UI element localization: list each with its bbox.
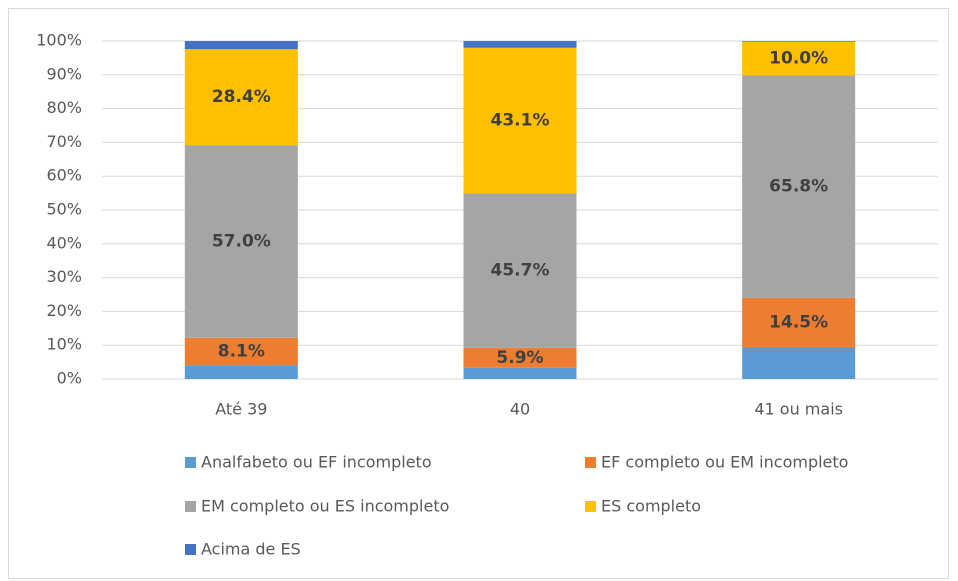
bar-segment [463, 367, 577, 379]
data-label: 8.1% [218, 341, 265, 361]
y-tick-label: 50% [46, 200, 82, 219]
x-tick-label: Até 39 [215, 400, 267, 419]
bar-segment [184, 49, 298, 146]
data-label: 5.9% [496, 348, 543, 368]
bar-segment [742, 41, 856, 42]
legend-label: EF completo ou EM incompleto [601, 453, 848, 472]
legend-swatch [585, 457, 596, 468]
data-label: 10.0% [769, 49, 828, 69]
y-tick-label: 40% [46, 233, 82, 252]
legend-label: ES completo [601, 497, 701, 516]
x-tick-label: 40 [510, 400, 530, 419]
y-tick-label: 20% [46, 301, 82, 320]
legend-swatch [585, 501, 596, 512]
data-label: 28.4% [212, 87, 271, 107]
y-tick-label: 0% [57, 369, 82, 388]
legend-swatch [185, 501, 196, 512]
bar-segment [742, 75, 856, 298]
bar-segment [184, 365, 298, 379]
bar-segment [742, 41, 856, 76]
data-label: 57.0% [212, 231, 271, 251]
legend-label: Analfabeto ou EF incompleto [201, 453, 432, 472]
bar-segment [184, 41, 298, 50]
x-tick-label: 41 ou mais [754, 400, 843, 419]
y-tick-label: 30% [46, 267, 82, 286]
bar-segment [463, 193, 577, 348]
data-label: 65.8% [769, 177, 828, 197]
data-label: 45.7% [491, 261, 550, 281]
bar-segment [742, 346, 856, 379]
legend-label: EM completo ou ES incompleto [201, 497, 449, 516]
bar-segment [742, 297, 856, 347]
y-tick-label: 80% [46, 98, 82, 117]
y-tick-label: 10% [46, 335, 82, 354]
legend-swatch [185, 544, 196, 555]
data-label: 14.5% [769, 312, 828, 332]
y-tick-label: 90% [46, 64, 82, 83]
legend-label: Acima de ES [201, 540, 301, 559]
bar-segment [463, 41, 577, 48]
bar-segment [184, 337, 298, 366]
y-tick-label: 70% [46, 132, 82, 151]
data-label: 43.1% [491, 111, 550, 131]
bar-segment [184, 145, 298, 338]
bar-segment [463, 47, 577, 194]
bar-segment [463, 347, 577, 368]
legend-swatch [185, 457, 196, 468]
y-tick-label: 100% [36, 31, 82, 50]
y-tick-label: 60% [46, 166, 82, 185]
